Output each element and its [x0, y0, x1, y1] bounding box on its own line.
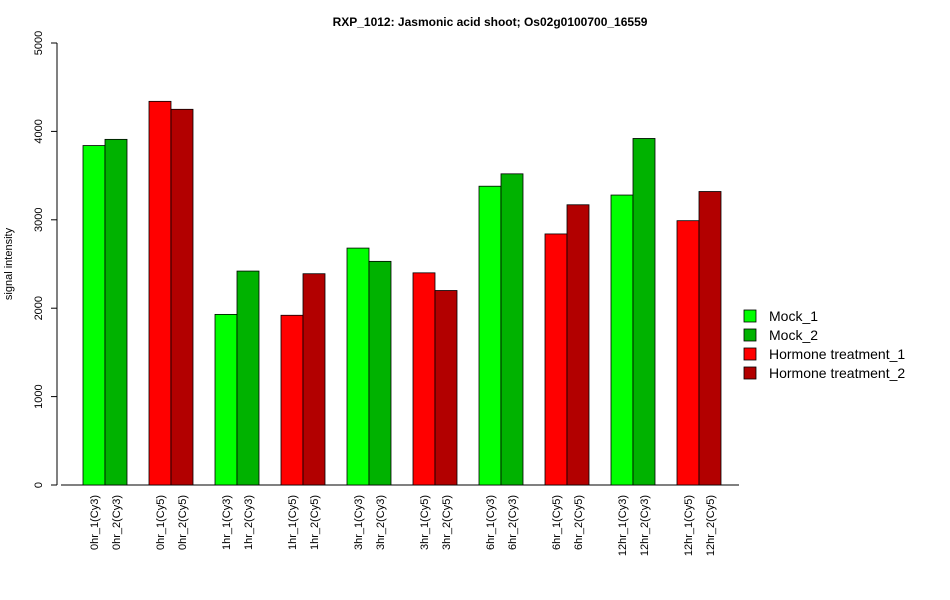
bar — [544, 233, 568, 486]
x-tick-label: 1hr_1(Cy3) — [221, 495, 233, 550]
bar — [170, 108, 194, 486]
x-tick-label: 3hr_2(Cy5) — [441, 495, 453, 550]
chart-title: RXP_1012: Jasmonic acid shoot; Os02g0100… — [333, 15, 648, 29]
bar — [302, 273, 326, 486]
x-tick-label: 3hr_1(Cy3) — [353, 495, 365, 550]
x-tick-label: 3hr_2(Cy3) — [375, 495, 387, 550]
bar — [676, 220, 700, 486]
legend-label: Hormone treatment_2 — [769, 365, 905, 381]
bar — [610, 194, 634, 486]
y-tick-label: 2000 — [33, 296, 45, 320]
bar — [478, 185, 502, 486]
bar — [82, 145, 106, 486]
bars-group — [82, 100, 722, 486]
bar — [148, 100, 172, 486]
x-tick-label: 3hr_1(Cy5) — [419, 495, 431, 550]
bar — [698, 191, 722, 486]
x-tick-label: 6hr_2(Cy3) — [507, 495, 519, 550]
y-tick-label: 5000 — [33, 31, 45, 55]
legend-label: Mock_2 — [769, 327, 818, 343]
x-tick-label: 0hr_1(Cy3) — [89, 495, 101, 550]
bar — [412, 272, 436, 486]
x-tick-label: 6hr_2(Cy5) — [573, 495, 585, 550]
bar — [566, 204, 590, 486]
y-tick-label: 1000 — [33, 384, 45, 408]
legend-swatch — [743, 309, 757, 323]
bar — [346, 247, 370, 486]
bar — [368, 260, 392, 486]
bar — [434, 290, 458, 486]
legend-swatch — [743, 328, 757, 342]
x-tick-label: 12hr_1(Cy3) — [617, 495, 629, 556]
x-tick-label: 1hr_1(Cy5) — [287, 495, 299, 550]
legend-label: Hormone treatment_1 — [769, 346, 905, 362]
x-tick-label: 6hr_1(Cy3) — [485, 495, 497, 550]
bar — [632, 138, 656, 486]
legend-label: Mock_1 — [769, 308, 818, 324]
y-tick-label: 4000 — [33, 119, 45, 143]
x-tick-labels: 0hr_1(Cy3) 0hr_2(Cy3) 0hr_1(Cy5) 0hr_2(Cy5)… — [89, 495, 717, 556]
x-tick-label: 0hr_2(Cy3) — [111, 495, 123, 550]
legend: Mock_1 Mock_2 Hormone treatment_1 Hormone t… — [743, 308, 905, 381]
x-tick-label: 12hr_2(Cy5) — [705, 495, 717, 556]
x-tick-label: 12hr_1(Cy5) — [683, 495, 695, 556]
bar — [280, 314, 304, 486]
y-tick-label: 3000 — [33, 208, 45, 232]
x-tick-label: 6hr_1(Cy5) — [551, 495, 563, 550]
y-tick-label: 0 — [33, 482, 45, 488]
bar — [500, 173, 524, 486]
bar — [214, 313, 238, 486]
legend-swatch — [743, 347, 757, 361]
x-tick-label: 0hr_1(Cy5) — [155, 495, 167, 550]
x-tick-label: 1hr_2(Cy3) — [243, 495, 255, 550]
bar — [236, 270, 260, 486]
y-axis: 0 1000 2000 3000 4000 5000 — [33, 31, 58, 488]
y-axis-label: signal intensity — [3, 227, 15, 300]
legend-swatch — [743, 366, 757, 380]
x-tick-label: 0hr_2(Cy5) — [177, 495, 189, 550]
x-tick-label: 1hr_2(Cy5) — [309, 495, 321, 550]
bar — [104, 138, 128, 486]
x-tick-label: 12hr_2(Cy3) — [639, 495, 651, 556]
